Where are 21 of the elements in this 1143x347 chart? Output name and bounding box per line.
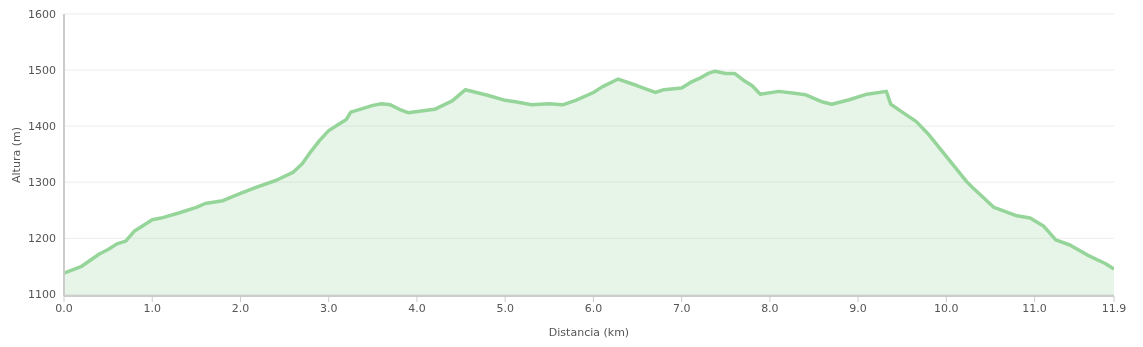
- x-tick-label: 7.0: [672, 301, 691, 315]
- x-tick-label: 4.0: [408, 301, 426, 315]
- y-tick-label: 1400: [28, 120, 56, 134]
- x-tick-label: 11.9: [1101, 301, 1127, 315]
- x-tick-label: 6.0: [584, 301, 603, 315]
- x-axis-title: Distancia (km): [548, 326, 630, 339]
- y-tick-label: 1500: [28, 63, 56, 77]
- x-tick-label: 5.0: [496, 301, 514, 315]
- y-axis-title: Altura (m): [9, 127, 23, 183]
- x-tick-label: 1.0: [143, 301, 161, 315]
- x-tick-label: 2.0: [231, 301, 250, 315]
- x-tick-label: 11.0: [1022, 301, 1047, 315]
- x-tick-label: 9.0: [849, 301, 867, 315]
- y-tick-label: 1300: [28, 176, 56, 190]
- y-tick-label: 1600: [28, 7, 56, 21]
- x-tick-label: 10.0: [934, 301, 959, 315]
- y-tick-label: 1200: [28, 232, 56, 246]
- x-tick-label: 8.0: [761, 301, 779, 315]
- x-tick-label: 3.0: [319, 301, 338, 315]
- y-tick-label: 1100: [28, 288, 56, 302]
- x-tick-label: 0.0: [55, 301, 73, 315]
